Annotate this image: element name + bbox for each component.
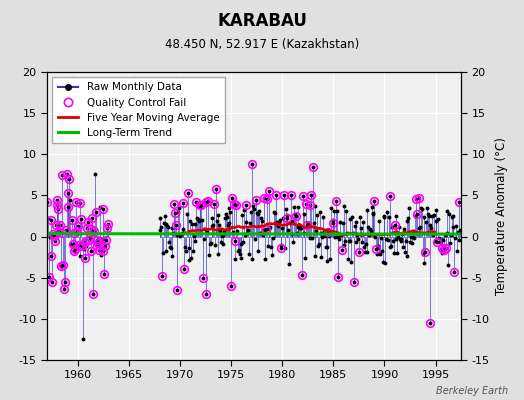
- Legend: Raw Monthly Data, Quality Control Fail, Five Year Moving Average, Long-Term Tren: Raw Monthly Data, Quality Control Fail, …: [52, 77, 225, 143]
- Text: KARABAU: KARABAU: [217, 12, 307, 30]
- Y-axis label: Temperature Anomaly (°C): Temperature Anomaly (°C): [495, 137, 508, 295]
- Text: Berkeley Earth: Berkeley Earth: [436, 386, 508, 396]
- Text: 48.450 N, 52.917 E (Kazakhstan): 48.450 N, 52.917 E (Kazakhstan): [165, 38, 359, 51]
